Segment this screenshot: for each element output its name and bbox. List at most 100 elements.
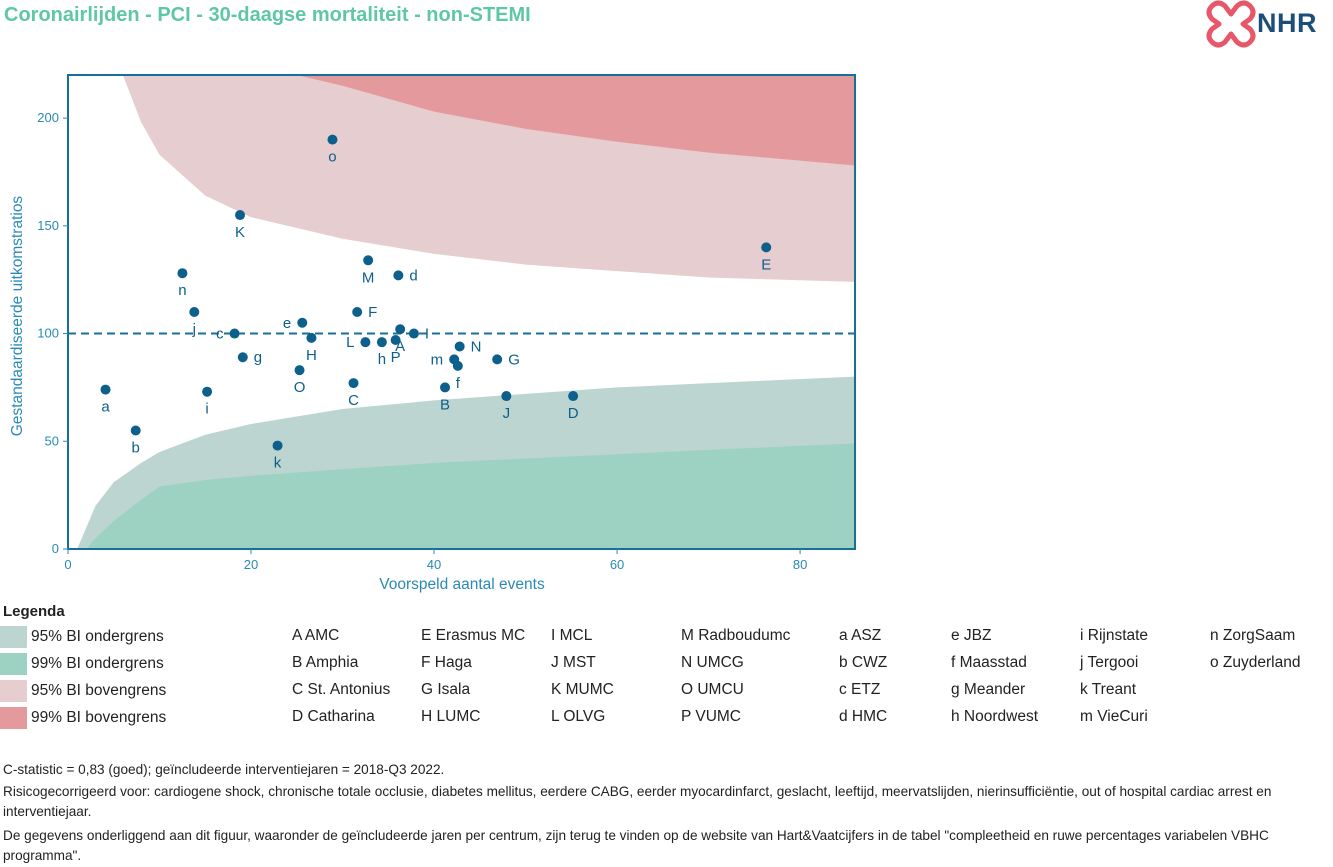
legend-center-item: d HMC <box>839 708 888 725</box>
legend-center-item: F Haga <box>421 654 472 671</box>
data-point-P <box>390 335 401 346</box>
data-point-f <box>452 360 463 371</box>
legend-center-item: N UMCG <box>681 654 744 671</box>
data-point-label-E: E <box>761 256 771 273</box>
plot-frame <box>67 74 856 550</box>
data-point-b <box>130 425 141 436</box>
legend-center-item: A AMC <box>292 627 340 644</box>
legend-swatch <box>0 626 27 648</box>
data-point-label-g: g <box>254 349 262 366</box>
data-point-label-H: H <box>306 347 317 364</box>
data-point-d <box>393 270 404 281</box>
data-points: o K E M d n Fj e I Ac H P Lh Ng m Gf O C Ba i J Db k <box>100 134 772 472</box>
legend-band-label: 95% BI bovengrens <box>31 682 167 699</box>
legend-heading: Legenda <box>3 603 65 620</box>
nhr-logo-mark-icon <box>1206 0 1256 48</box>
legend-center-item: h Noordwest <box>951 708 1039 725</box>
legend-center-item: L OLVG <box>551 708 606 725</box>
x-tick-label: 20 <box>244 557 258 572</box>
data-point-o <box>327 134 338 145</box>
data-point-label-k: k <box>274 455 282 472</box>
data-point-H <box>306 332 317 343</box>
legend-center-item: i Rijnstate <box>1080 627 1149 644</box>
data-point-C <box>348 378 359 389</box>
legend-center-item: M Radboudumc <box>681 627 791 644</box>
y-tick-label: 200 <box>37 110 59 125</box>
x-tick-label: 80 <box>793 557 807 572</box>
data-point-label-B: B <box>440 396 450 413</box>
confidence-bands <box>77 75 855 549</box>
x-tick-label: 40 <box>427 557 441 572</box>
legend-center-item: B Amphia <box>292 654 359 671</box>
legend-band-label: 99% BI ondergrens <box>31 655 164 672</box>
band-99-upper <box>296 75 855 166</box>
legend-center-item: E Erasmus MC <box>421 627 526 644</box>
legend-center-item: m VieCuri <box>1080 708 1148 725</box>
data-point-label-J: J <box>503 405 511 422</box>
data-point-label-i: i <box>205 401 208 418</box>
y-tick-label: 0 <box>52 541 59 556</box>
data-point-label-D: D <box>568 405 579 422</box>
legend-center-item: P VUMC <box>681 708 742 725</box>
data-point-label-C: C <box>348 392 359 409</box>
legend-band-label: 95% BI ondergrens <box>31 628 164 645</box>
legend-center-item: J MST <box>551 654 596 671</box>
y-tick-label: 50 <box>45 433 59 448</box>
legend-center-item: C St. Antonius <box>292 681 391 698</box>
legend-center-item: g Meander <box>951 681 1026 698</box>
x-tick-label: 0 <box>64 557 71 572</box>
legend-center-item: e JBZ <box>951 627 992 644</box>
legend-center-item: k Treant <box>1080 681 1136 698</box>
y-tick-label: 100 <box>37 326 59 341</box>
data-point-F <box>352 307 363 317</box>
legend-swatch <box>0 680 27 702</box>
data-point-B <box>440 382 451 393</box>
legend-swatch <box>0 707 27 729</box>
legend-center-item: f Maasstad <box>951 654 1027 671</box>
data-point-label-N: N <box>471 338 482 355</box>
data-point-label-O: O <box>294 379 306 396</box>
legend-center-item: D Catharina <box>292 708 375 725</box>
data-point-label-o: o <box>328 149 336 166</box>
scatter-chart: 0 20 40 60 80 0 50 100 150 200 o K E M d n Fj e I Ac H P Lh Ng… <box>9 74 856 593</box>
data-point-i <box>202 386 213 397</box>
data-point-j <box>189 307 200 317</box>
c-statistic-note: C-statistic = 0,83 (goed); geïncludeerde… <box>3 762 445 777</box>
data-point-label-m: m <box>431 351 444 368</box>
legend-center-item: n ZorgSaam <box>1210 627 1296 644</box>
risk-adjustment-note: Risicogecorrigeerd voor: cardiogene shoc… <box>3 784 1272 819</box>
data-point-label-e: e <box>283 315 291 332</box>
legend-center-item: H LUMC <box>421 708 481 725</box>
data-point-label-I: I <box>425 326 429 343</box>
data-point-A <box>395 324 406 335</box>
data-point-label-A: A <box>395 338 405 355</box>
data-point-label-P: P <box>391 349 401 366</box>
data-source-note: De gegevens onderliggend aan dit figuur,… <box>3 828 1269 863</box>
data-point-M <box>363 255 374 266</box>
data-point-L <box>360 337 371 348</box>
legend-center-item: O UMCU <box>681 681 744 698</box>
data-point-J <box>501 391 512 402</box>
axis-ticks: 0 20 40 60 80 0 50 100 150 200 <box>37 110 807 572</box>
data-point-label-a: a <box>101 399 110 416</box>
data-point-label-L: L <box>346 334 354 351</box>
data-point-label-F: F <box>368 304 377 321</box>
legend-swatch <box>0 653 27 675</box>
data-point-label-n: n <box>178 282 186 299</box>
data-point-a <box>100 384 111 395</box>
legend-center-item: K MUMC <box>551 681 614 698</box>
data-point-n <box>177 268 188 279</box>
data-point-K <box>235 210 246 221</box>
y-axis-label: Gestandaardiseerde uitkomstratios <box>9 196 26 437</box>
legend-center-item: b CWZ <box>839 654 888 671</box>
nhr-logo-text: NHR <box>1257 8 1317 38</box>
legend-center-item: o Zuyderland <box>1210 654 1301 671</box>
data-point-E <box>761 242 772 253</box>
legend-center-item: I MCL <box>551 627 593 644</box>
data-point-G <box>492 354 503 365</box>
legend-center-item: c ETZ <box>839 681 881 698</box>
data-point-label-j: j <box>192 321 196 338</box>
legend-center-item: G Isala <box>421 681 471 698</box>
data-point-label-f: f <box>456 375 461 392</box>
data-point-O <box>294 365 305 376</box>
